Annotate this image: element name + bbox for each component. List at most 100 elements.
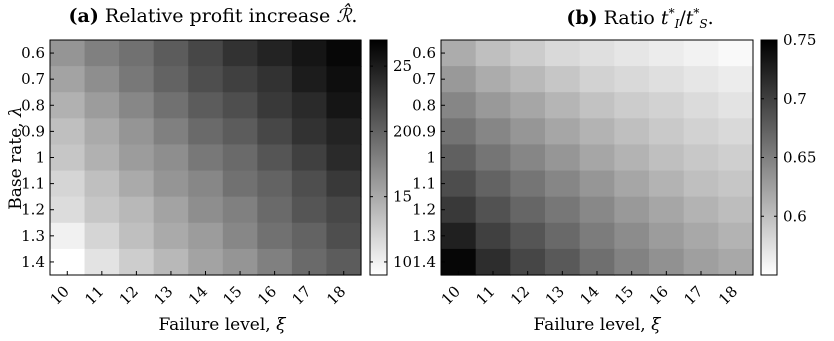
y-tick-label: 1.4 xyxy=(412,253,436,271)
heatmap-cell xyxy=(326,170,362,198)
heatmap-cell xyxy=(441,66,477,93)
heatmap-cell xyxy=(50,92,86,119)
x-tick-label: 16 xyxy=(646,282,672,308)
x-tick-label: 13 xyxy=(542,282,568,308)
heatmap-cell xyxy=(188,66,224,93)
heatmap-cell xyxy=(50,66,86,93)
colorbar-tick-label: 10 xyxy=(393,253,412,271)
heatmap-cell xyxy=(84,196,120,224)
y-tick-label: 0.6 xyxy=(21,44,45,62)
heatmap-cell xyxy=(257,144,293,172)
heatmap-cell xyxy=(84,40,120,67)
heatmap-cell xyxy=(614,170,650,198)
heatmap-cell xyxy=(222,196,258,224)
heatmap-cell xyxy=(257,118,293,146)
heatmap-cell xyxy=(579,40,615,67)
heatmap-cell xyxy=(683,40,719,67)
heatmap-cell xyxy=(222,222,258,250)
heatmap-cell xyxy=(649,92,685,119)
heatmap-cell xyxy=(222,144,258,172)
x-tick-label: 12 xyxy=(116,282,142,308)
x-tick-label: 10 xyxy=(438,282,464,308)
heatmap-cell xyxy=(475,196,511,224)
heatmap-cell xyxy=(84,66,120,93)
y-tick-label: 0.8 xyxy=(21,96,45,114)
heatmap-cell xyxy=(222,66,258,93)
colorbar-tick-label: 25 xyxy=(393,57,412,75)
y-tick-label: 1.3 xyxy=(412,227,436,245)
panel-a-ylabel: Base rate, λ xyxy=(6,106,26,210)
x-tick-label: 17 xyxy=(289,282,315,308)
heatmap-cell xyxy=(614,66,650,93)
heatmap-cell xyxy=(188,222,224,250)
heatmap-cell xyxy=(649,196,685,224)
panel-a-xlabel: Failure level, ξ xyxy=(159,315,288,335)
heatmap-cell xyxy=(326,92,362,119)
heatmap-cell xyxy=(649,40,685,67)
heatmap-cell xyxy=(153,92,189,119)
x-tick-label: 13 xyxy=(150,282,176,308)
x-tick-label: 15 xyxy=(219,282,245,308)
heatmap-cell xyxy=(119,222,155,250)
heatmap-cell xyxy=(579,222,615,250)
heatmap-cell xyxy=(683,196,719,224)
x-tick-label: 15 xyxy=(611,282,637,308)
heatmap-cell xyxy=(579,66,615,93)
heatmap-cell xyxy=(683,118,719,146)
heatmap-cell xyxy=(614,222,650,250)
x-tick-label: 11 xyxy=(81,282,107,308)
heatmap-cell xyxy=(291,196,328,224)
panel-a-cells xyxy=(50,40,362,276)
heatmap-cell xyxy=(441,92,477,119)
heatmap-cell xyxy=(188,170,224,198)
heatmap-cell xyxy=(188,40,224,67)
y-tick-label: 1 xyxy=(426,149,436,167)
heatmap-cell xyxy=(475,92,511,119)
y-tick-label: 1.2 xyxy=(21,201,45,219)
heatmap-cell xyxy=(510,92,546,119)
heatmap-cell xyxy=(257,170,293,198)
heatmap-cell xyxy=(291,92,328,119)
heatmap-cell xyxy=(188,118,224,146)
heatmap-cell xyxy=(119,66,155,93)
heatmap-cell xyxy=(119,118,155,146)
x-tick-label: 14 xyxy=(576,282,602,308)
heatmap-cell xyxy=(257,66,293,93)
y-tick-label: 0.9 xyxy=(21,122,45,140)
y-tick-label: 1.1 xyxy=(412,175,436,193)
x-tick-label: 12 xyxy=(507,282,533,308)
heatmap-cell xyxy=(326,118,362,146)
colorbar-tick-label: 0.75 xyxy=(783,31,816,49)
heatmap-cell xyxy=(50,144,86,172)
heatmap-cell xyxy=(50,170,86,198)
panel-a-y-ticks: 0.6 0.7 0.8 0.9 1 1.1 1.2 1.3 1.4 xyxy=(21,44,54,271)
colorbar-tick-label: 15 xyxy=(393,188,412,206)
heatmap-cell xyxy=(649,144,685,172)
heatmap-cell xyxy=(291,66,328,93)
heatmap-cell xyxy=(475,144,511,172)
heatmap-cell xyxy=(50,196,86,224)
heatmap-cell xyxy=(326,196,362,224)
heatmap-cell xyxy=(718,40,754,67)
x-tick-label: 11 xyxy=(472,282,498,308)
heatmap-cell xyxy=(718,222,754,250)
heatmap-cell xyxy=(222,40,258,67)
heatmap-cell xyxy=(84,92,120,119)
heatmap-cell xyxy=(84,118,120,146)
heatmap-cell xyxy=(119,144,155,172)
panel-a-title: (a) Relative profit increase ℛ̂. xyxy=(69,3,358,27)
x-tick-label: 10 xyxy=(47,282,73,308)
colorbar-tick-label: 0.65 xyxy=(783,149,816,167)
heatmap-cell xyxy=(545,196,581,224)
x-tick-label: 16 xyxy=(254,282,280,308)
heatmap-cell xyxy=(441,222,477,250)
heatmap-cell xyxy=(683,222,719,250)
heatmap-cell xyxy=(257,40,293,67)
panel-b-colorbar-ticks: 0.6 0.65 0.7 0.75 xyxy=(761,31,816,225)
x-tick-label: 17 xyxy=(680,282,706,308)
heatmap-cell xyxy=(510,144,546,172)
heatmap-cell xyxy=(441,196,477,224)
heatmap-cell xyxy=(188,144,224,172)
heatmap-cell xyxy=(545,40,581,67)
